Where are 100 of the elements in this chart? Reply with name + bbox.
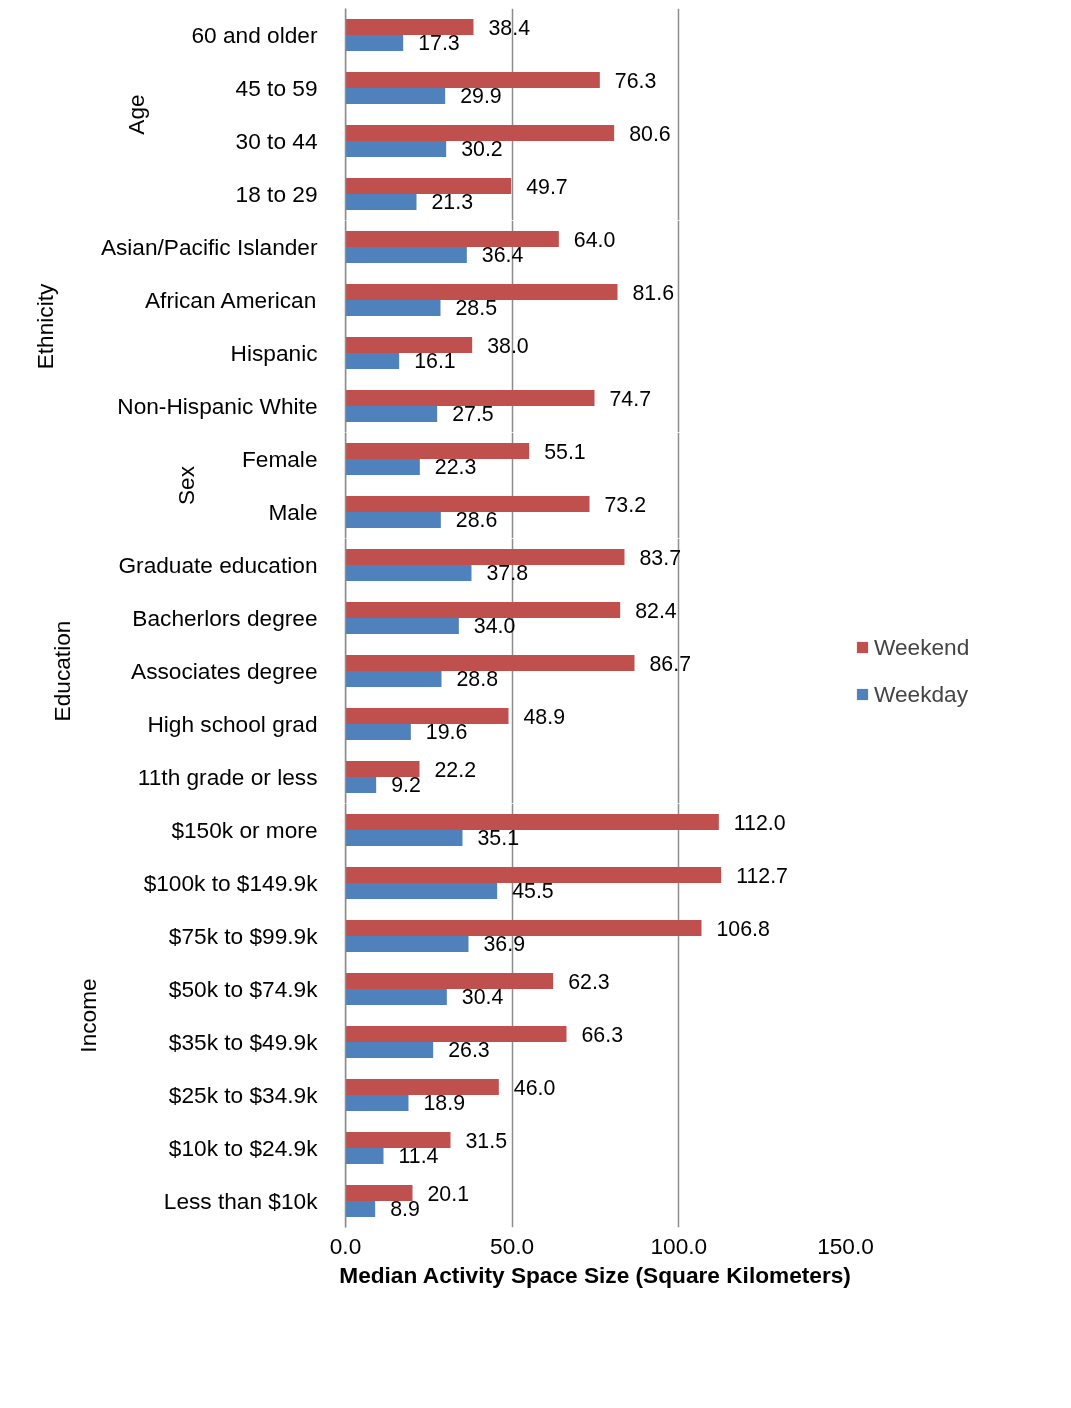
bar xyxy=(345,1148,384,1164)
bar xyxy=(345,761,420,777)
bar xyxy=(345,35,404,51)
data-label: 38.4 xyxy=(488,15,531,40)
data-label: 28.6 xyxy=(455,508,498,533)
y-tick-label: High school grad xyxy=(147,711,318,737)
bar xyxy=(345,671,442,687)
data-label: 29.9 xyxy=(460,84,502,109)
y-tick-label: $100k to $149.9k xyxy=(143,870,319,896)
data-label: 17.3 xyxy=(418,31,460,56)
y-axis-title: Age xyxy=(122,94,149,135)
data-label: 34.0 xyxy=(473,614,516,639)
bar xyxy=(345,936,469,952)
y-tick-label: Hispanic xyxy=(230,340,318,366)
y-tick-label: 18 to 29 xyxy=(235,181,318,207)
data-label: 36.9 xyxy=(483,932,526,957)
data-label: 20.1 xyxy=(427,1181,470,1206)
y-tick-label: Asian/Pacific Islander xyxy=(100,234,318,260)
bar xyxy=(345,1042,434,1058)
bar xyxy=(345,565,472,581)
data-label: 27.5 xyxy=(452,402,494,427)
y-axis-title: Education xyxy=(49,620,76,722)
data-label: 81.6 xyxy=(632,280,675,305)
bar xyxy=(345,88,446,104)
data-label: 9.2 xyxy=(391,773,421,798)
bar xyxy=(345,1185,413,1201)
bar xyxy=(345,72,600,88)
y-tick-label: 45 to 59 xyxy=(235,75,318,101)
bar xyxy=(345,247,467,263)
bar xyxy=(345,512,441,528)
bar xyxy=(345,284,618,300)
bar xyxy=(345,141,447,157)
legend-label: Weekend xyxy=(874,633,970,661)
data-label: 22.2 xyxy=(434,757,477,782)
data-label: 8.9 xyxy=(390,1197,420,1222)
data-label: 48.9 xyxy=(523,704,566,729)
bar xyxy=(345,390,595,406)
data-label: 45.5 xyxy=(512,879,554,904)
data-label: 11.4 xyxy=(398,1144,439,1169)
data-label: 31.5 xyxy=(465,1128,508,1153)
data-label: 21.3 xyxy=(431,190,474,215)
bar xyxy=(345,231,559,247)
data-label: 82.4 xyxy=(635,598,677,623)
bar xyxy=(345,973,554,989)
data-label: 73.2 xyxy=(604,492,647,517)
bar xyxy=(345,1201,376,1217)
y-tick-label: Male xyxy=(268,499,318,525)
data-label: 80.6 xyxy=(629,121,671,146)
bar xyxy=(345,830,463,846)
data-label: 64.0 xyxy=(573,227,616,252)
bar xyxy=(345,337,473,353)
data-label: 55.1 xyxy=(544,439,586,464)
x-axis-title: Median Activity Space Size (Square Kilometers) xyxy=(339,1261,851,1288)
data-label: 26.3 xyxy=(448,1038,490,1063)
bar xyxy=(345,194,417,210)
x-tick-label: 100.0 xyxy=(650,1232,708,1259)
data-label: 28.5 xyxy=(455,296,498,321)
y-tick-label: $150k or more xyxy=(171,817,318,843)
bar xyxy=(345,920,702,936)
bar xyxy=(345,883,498,899)
bar xyxy=(345,459,420,475)
bar xyxy=(345,1079,499,1095)
y-axis-title: Ethnicity xyxy=(31,283,58,370)
y-tick-label: $35k to $49.9k xyxy=(168,1029,319,1055)
bar xyxy=(345,989,447,1005)
data-label: 62.3 xyxy=(568,969,610,994)
y-tick-label: Less than $10k xyxy=(163,1188,319,1214)
data-label: 66.3 xyxy=(581,1022,624,1047)
data-label: 46.0 xyxy=(513,1075,556,1100)
bar xyxy=(345,406,438,422)
data-label: 74.7 xyxy=(609,386,652,411)
data-label: 28.8 xyxy=(456,667,499,692)
bar xyxy=(345,549,625,565)
data-label: 38.0 xyxy=(487,333,529,358)
y-tick-label: Female xyxy=(241,446,318,472)
bar xyxy=(345,1095,409,1111)
data-label: 76.3 xyxy=(614,68,657,93)
data-label: 16.1 xyxy=(414,349,456,374)
data-label: 83.7 xyxy=(639,545,682,570)
bar xyxy=(345,618,459,634)
bar xyxy=(345,19,474,35)
y-tick-label: $75k to $99.9k xyxy=(168,923,319,949)
data-label: 30.4 xyxy=(461,985,504,1010)
y-axis-title: Sex xyxy=(172,465,199,506)
data-label: 36.4 xyxy=(481,243,524,268)
data-label: 35.1 xyxy=(477,826,520,851)
y-tick-label: $50k to $74.9k xyxy=(168,976,319,1002)
x-tick-label: 150.0 xyxy=(817,1232,874,1259)
data-label: 30.2 xyxy=(461,137,503,162)
data-label: 106.8 xyxy=(716,916,770,941)
y-axis-title: Income xyxy=(74,978,101,1053)
y-tick-label: Associates degree xyxy=(131,658,318,684)
x-tick-label: 50.0 xyxy=(490,1232,535,1259)
y-tick-label: Bacherlors degree xyxy=(132,605,318,631)
bar xyxy=(345,496,590,512)
legend-label: Weekday xyxy=(874,680,969,708)
y-tick-label: $10k to $24.9k xyxy=(168,1135,319,1161)
bar xyxy=(345,724,411,740)
data-label: 112.7 xyxy=(736,863,788,888)
bar xyxy=(345,1026,567,1042)
